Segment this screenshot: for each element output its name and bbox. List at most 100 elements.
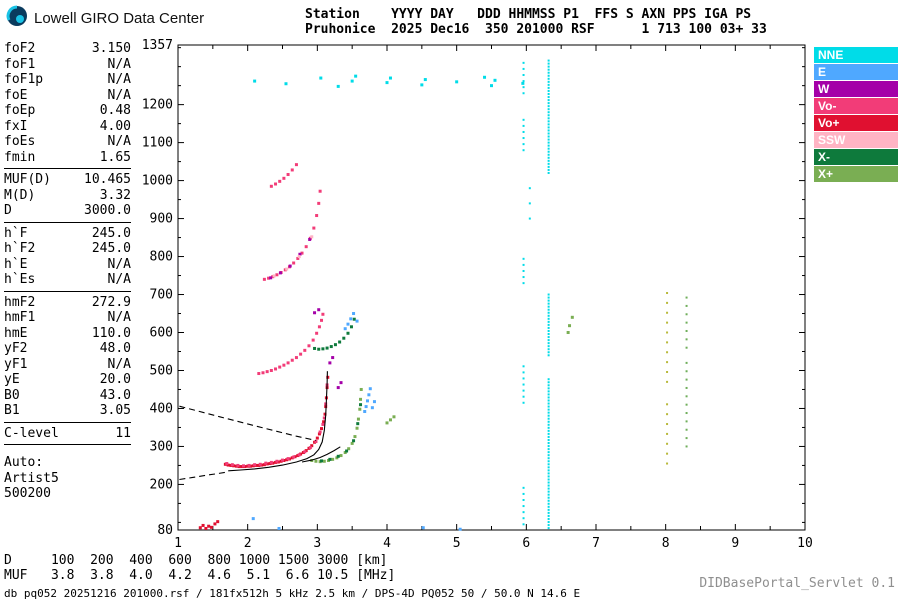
panel-separator (4, 168, 131, 169)
x-tick-label: 7 (592, 536, 600, 551)
legend-item-ssw: SSW (814, 132, 898, 148)
param-row: B0 43.0 (4, 387, 131, 403)
param-row: foF1p N/A (4, 72, 131, 87)
param-row: Artist5 (4, 470, 59, 486)
parameter-panel: foF2 3.150 foF1 N/A foF1p N/A foE N/A foEp 0.48 fx… (4, 41, 131, 502)
y-tick-label: 500 (150, 363, 173, 378)
bottom-red-cluster (198, 520, 220, 530)
station-header-line: Station YYYY DAY DDD HHMMSS P1 FFS S AXN… (305, 7, 752, 22)
y-tick-label: 800 (150, 250, 173, 265)
x-tick-label: 6 (522, 536, 530, 551)
legend-item-x: X- (814, 149, 898, 165)
x-tick-label: 8 (662, 536, 670, 551)
param-row: hmE 110.0 (4, 325, 131, 341)
y-tick-label: 1000 (142, 174, 173, 189)
param-row: hmF2 272.9 (4, 294, 131, 310)
f-trace-hop2-x-minus (313, 317, 356, 351)
rfi-6.32 (547, 59, 550, 530)
param-row: foF1 N/A (4, 56, 131, 72)
servlet-version: DIDBasePortal_Servlet 0.1 (699, 576, 895, 591)
param-row: foE N/A (4, 87, 131, 103)
legend-item-e: E (814, 64, 898, 80)
legend-item-vo: Vo- (814, 98, 898, 114)
hop2-x-tip-e (343, 312, 359, 331)
rfi-6.05 (528, 187, 531, 220)
y-tick-label: 1357 (142, 38, 173, 53)
dark-w-misc (313, 308, 343, 390)
param-row: D 3000.0 (4, 203, 131, 218)
y-tick-label: 1100 (142, 136, 173, 151)
param-row: h`Es N/A (4, 272, 131, 287)
param-row: foEp 0.48 (4, 103, 131, 118)
giro-logo-icon (6, 5, 28, 31)
x-tick-label: 2 (244, 536, 252, 551)
x-tick-label: 5 (453, 536, 461, 551)
mid-green-misc (385, 315, 574, 425)
param-row: foEs N/A (4, 134, 131, 149)
panel-separator (4, 421, 131, 423)
param-row: B1 3.05 (4, 403, 131, 418)
param-row: Auto: (4, 455, 44, 470)
param-row: fxI 4.00 (4, 118, 131, 134)
param-row: h`E N/A (4, 256, 131, 272)
muf-table: D 100 200 400 600 800 1000 1500 3000 [km… (4, 553, 396, 583)
rfi-8.30 (685, 296, 688, 448)
param-row: yF2 48.0 (4, 341, 131, 356)
param-block: hmF2 272.9 hmF1 N/A hmE 110.0 yF2 48.0 yF1 N/A yE 2… (4, 295, 131, 419)
x-tick-label: 4 (383, 536, 391, 551)
panel-separator (4, 221, 131, 223)
param-row: 500200 (4, 486, 51, 501)
x-tick-label: 1 (174, 536, 182, 551)
param-row: MUF(D) 10.465 (4, 172, 131, 187)
y-tick-label: 900 (150, 212, 173, 227)
param-row: C-level 11 (4, 425, 131, 441)
f-trace-hop1-x-plus (310, 387, 363, 464)
bottom-blue-specks (251, 517, 462, 531)
rfi-5.96 (522, 61, 525, 526)
y-tick-label: 80 (157, 523, 173, 538)
f-trace-hop3-vo-minus (262, 189, 322, 281)
autoscaled-h-trace (228, 371, 328, 472)
legend-item-vo: Vo+ (814, 115, 898, 131)
f-trace-hop2-vo-minus (257, 312, 325, 376)
legend-item-x: X+ (814, 166, 898, 182)
panel-separator (4, 290, 131, 292)
echo-direction-legend: NNE E W Vo- Vo+ SSW X- X+ (814, 47, 898, 183)
rfi-8.02 (666, 292, 669, 465)
x-tick-label: 10 (797, 536, 813, 551)
param-block: MUF(D) 10.465 M(D) 3.32 D 3000.0 (4, 172, 131, 219)
param-row: h`F2 245.0 (4, 241, 131, 256)
y-tick-label: 400 (150, 401, 173, 416)
param-row: yF1 N/A (4, 356, 131, 372)
station-values-line: Pruhonice 2025 Dec16 350 201000 RSF 1 71… (305, 22, 767, 37)
transmission-curve-dashed (179, 405, 317, 441)
param-block: C-level 11 (4, 426, 131, 442)
legend-item-w: W (814, 81, 898, 97)
param-row: yE 20.0 (4, 372, 131, 387)
y-tick-label: 600 (150, 326, 173, 341)
y-tick-label: 300 (150, 439, 173, 454)
f-trace-hop3-w (269, 237, 312, 280)
param-row: foF2 3.150 (4, 41, 131, 56)
param-row: M(D) 3.32 (4, 187, 131, 203)
axes: 1 2 3 4 5 6 7 8 9 10 80 200 300 400 500 600 700 800 900 100… (142, 38, 813, 551)
brand-title: Lowell GIRO Data Center (34, 9, 205, 27)
model-profile-solid (301, 446, 341, 463)
extrapolation-dashed (179, 471, 229, 481)
top-scatter-nne (253, 74, 525, 88)
param-block: h`F 245.0 h`F2 245.0 h`E N/A h`Es N/A (4, 226, 131, 288)
auto-scaler-block: Auto: Artist5 500200 (4, 455, 131, 502)
param-block: foF2 3.150 foF1 N/A foF1p N/A foE N/A foEp 0.48 fx… (4, 41, 131, 165)
measurement-info: db pq052 20251216 201000.rsf / 181fx512h… (4, 587, 581, 600)
x-tick-label: 3 (313, 536, 321, 551)
hop1-x-tip-e (363, 387, 376, 414)
param-row: h`F 245.0 (4, 225, 131, 241)
station-info: Station YYYY DAY DDD HHMMSS P1 FFS S AXN… (305, 7, 767, 37)
panel-separator (4, 444, 131, 445)
param-row: fmin 1.65 (4, 149, 131, 165)
f-trace-hop3-ssw (272, 235, 314, 278)
brand: Lowell GIRO Data Center (6, 5, 204, 31)
f-trace-hop4 (269, 163, 298, 188)
legend-item-nne: NNE (814, 47, 898, 63)
y-tick-label: 700 (150, 288, 173, 303)
